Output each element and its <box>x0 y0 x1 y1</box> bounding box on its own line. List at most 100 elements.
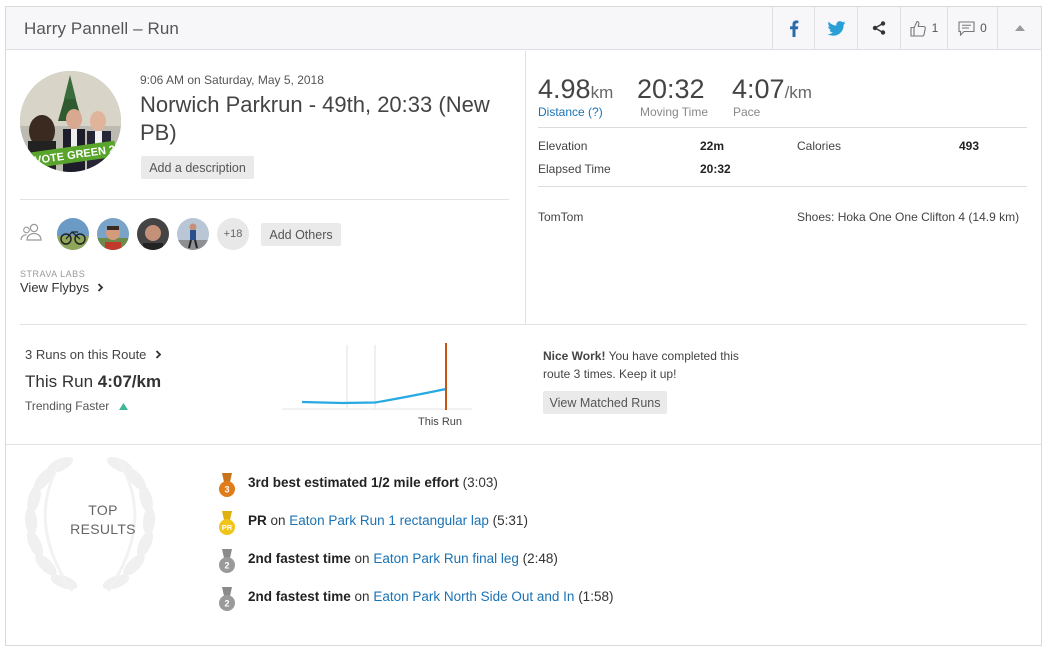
group-athlete-avatar[interactable] <box>97 218 129 250</box>
medal-label: 3 <box>224 485 229 495</box>
group-icon <box>20 223 42 241</box>
route-trend-chart: This Run <box>282 343 472 427</box>
result-time: (5:31) <box>488 513 528 528</box>
result-time: (1:58) <box>574 589 614 604</box>
result-title: PR <box>248 513 267 528</box>
pace-stat: 4:07/km <box>732 74 812 105</box>
avatar-photo <box>177 218 209 250</box>
second-place-medal-icon: 2 <box>219 549 235 573</box>
this-run-label: This Run <box>25 372 94 391</box>
trending-status: Trending Faster <box>25 399 128 413</box>
result-on: on <box>350 589 374 604</box>
twitter-share-button[interactable] <box>814 7 857 49</box>
kudos-count: 1 <box>931 21 939 35</box>
athlete-avatar[interactable]: VOTE GREEN 2018 <box>20 71 121 172</box>
pace-label: Pace <box>733 105 761 119</box>
elevation-label: Elevation <box>538 139 588 153</box>
medal-label: 2 <box>224 561 229 571</box>
distance-stat: 4.98km <box>538 74 613 105</box>
shoes-info[interactable]: Shoes: Hoka One One Clifton 4 (14.9 km) <box>797 210 1020 224</box>
result-item: 3rd best estimated 1/2 mile effort (3:03… <box>248 475 498 490</box>
activity-datetime: 9:06 AM on Saturday, May 5, 2018 <box>140 73 324 87</box>
result-title: 3rd best estimated 1/2 mile effort <box>248 475 459 490</box>
avatar-photo: VOTE GREEN 2018 <box>20 71 121 172</box>
result-title: 2nd fastest time <box>248 589 351 604</box>
chevron-right-icon <box>97 283 104 292</box>
pace-unit: /km <box>784 83 812 102</box>
top-results-heading: TOP RESULTS <box>68 501 138 539</box>
activity-header: Harry Pannell – Run 1 0 <box>6 7 1041 50</box>
calories-label: Calories <box>797 139 842 153</box>
top-results-line2: RESULTS <box>70 521 136 537</box>
divider <box>20 199 509 200</box>
divider <box>20 324 1027 325</box>
twitter-icon <box>827 20 845 36</box>
vertical-divider <box>525 51 526 324</box>
add-others-button[interactable]: Add Others <box>261 223 341 246</box>
this-run-pace-value: 4:07/km <box>97 372 162 391</box>
moving-time-label: Moving Time <box>640 105 709 119</box>
result-on: on <box>350 551 374 566</box>
facebook-icon <box>789 20 798 37</box>
kudos-button[interactable]: 1 <box>900 7 947 49</box>
laurel-wreath-icon <box>24 456 156 592</box>
group-athlete-avatar[interactable] <box>57 218 89 250</box>
avatar-photo <box>57 218 89 250</box>
nice-work-text: You have completed this route 3 times. K… <box>543 349 739 381</box>
chevron-right-icon <box>155 350 162 359</box>
group-athlete-avatar[interactable] <box>177 218 209 250</box>
runs-on-route-label: 3 Runs on this Route <box>25 347 147 362</box>
distance-unit: km <box>590 83 614 102</box>
avatar-photo <box>97 218 129 250</box>
distance-help-link[interactable]: Distance (?) <box>538 105 603 119</box>
calories-value: 493 <box>959 139 980 153</box>
runs-on-route-link[interactable]: 3 Runs on this Route <box>25 347 162 362</box>
distance-value: 4.98 <box>538 74 591 104</box>
group-athlete-avatar[interactable] <box>137 218 169 250</box>
second-place-medal-icon: 2 <box>219 587 235 611</box>
share-icon <box>872 21 886 35</box>
facebook-share-button[interactable] <box>772 7 814 49</box>
result-item: 2nd fastest time on Eaton Park North Sid… <box>248 589 613 604</box>
activity-card: Harry Pannell – Run 1 0 <box>5 6 1042 646</box>
share-button[interactable] <box>857 7 900 49</box>
view-flybys-link[interactable]: View Flybys <box>20 280 104 295</box>
caret-up-icon <box>1014 25 1025 31</box>
divider <box>538 127 1027 128</box>
moving-time-stat: 20:32 <box>637 74 705 105</box>
medal-label: PR <box>222 523 233 532</box>
comment-button[interactable]: 0 <box>947 7 997 49</box>
segment-link[interactable]: Eaton Park Run 1 rectangular lap <box>289 513 489 528</box>
view-matched-runs-button[interactable]: View Matched Runs <box>543 391 667 414</box>
comment-icon <box>958 20 975 36</box>
divider <box>6 444 1041 445</box>
segment-link[interactable]: Eaton Park Run final leg <box>373 551 519 566</box>
thumbs-up-icon <box>910 20 926 37</box>
avatar-photo <box>137 218 169 250</box>
result-title: 2nd fastest time <box>248 551 351 566</box>
segment-link[interactable]: Eaton Park North Side Out and In <box>373 589 575 604</box>
trend-line <box>301 387 447 405</box>
this-run-marker-label: This Run <box>418 416 462 427</box>
more-athletes-count[interactable]: +18 <box>217 218 249 250</box>
collapse-button[interactable] <box>997 7 1041 49</box>
add-description-button[interactable]: Add a description <box>141 156 254 179</box>
elapsed-time-label: Elapsed Time <box>538 162 611 176</box>
top-results-line1: TOP <box>88 502 118 518</box>
elapsed-time-value: 20:32 <box>700 162 731 176</box>
result-on: on <box>266 513 290 528</box>
device-name: TomTom <box>538 210 584 224</box>
result-item: PR on Eaton Park Run 1 rectangular lap (… <box>248 513 528 528</box>
view-flybys-label: View Flybys <box>20 280 90 295</box>
pr-medal-icon: PR <box>219 511 235 535</box>
elevation-value: 22m <box>700 139 725 153</box>
this-run-pace: This Run 4:07/km <box>25 372 161 392</box>
pace-value: 4:07 <box>732 74 785 104</box>
trending-label: Trending Faster <box>25 399 110 413</box>
moving-time-value: 20:32 <box>637 74 705 104</box>
result-time: (2:48) <box>518 551 558 566</box>
medal-label: 2 <box>224 599 229 609</box>
nice-work-bold: Nice Work! <box>543 349 606 363</box>
result-item: 2nd fastest time on Eaton Park Run final… <box>248 551 558 566</box>
divider <box>538 186 1027 187</box>
